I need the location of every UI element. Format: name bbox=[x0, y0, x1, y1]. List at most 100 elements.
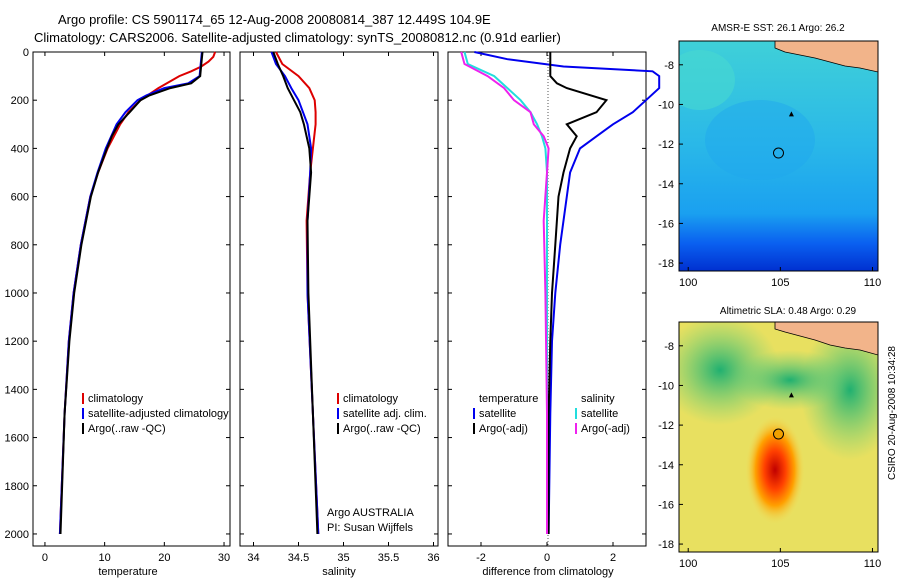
salinity-panel: 34 34.5 35 35.5 36 salinity climatology satel… bbox=[239, 51, 440, 578]
series-line bbox=[275, 51, 320, 535]
series-line bbox=[270, 51, 320, 535]
map-y-tick-label: -14 bbox=[658, 179, 674, 191]
sla-map-title: Altimetric SLA: 0.48 Argo: 0.29 bbox=[720, 306, 857, 317]
map-y-tick-label: -16 bbox=[658, 499, 674, 511]
legend-entry: Argo(..raw -QC) bbox=[343, 423, 421, 435]
x-tick-label: 35 bbox=[337, 552, 349, 564]
x-tick-label: 10 bbox=[99, 552, 111, 564]
sla-high-eddy bbox=[745, 415, 805, 525]
pi-label: PI: Susan Wijffels bbox=[327, 522, 413, 534]
y-tick-label: 800 bbox=[11, 240, 29, 252]
sst-cool-patch bbox=[705, 100, 815, 180]
sla-land-java bbox=[774, 322, 878, 356]
sst-map-title: AMSR-E SST: 26.1 Argo: 26.2 bbox=[711, 23, 845, 34]
legend-entry: satellite bbox=[581, 408, 618, 420]
legend-entry: temperature bbox=[479, 393, 538, 405]
temperature-plot-frame bbox=[32, 51, 231, 547]
y-tick-label: 600 bbox=[11, 192, 29, 204]
legend-entry: satellite-adjusted climatology bbox=[88, 408, 229, 420]
map-y-tick-label: -12 bbox=[658, 139, 674, 151]
legend-entry: satellite adj. clim. bbox=[343, 408, 427, 420]
series-line bbox=[58, 51, 203, 535]
y-tick-label: 1000 bbox=[5, 288, 29, 300]
map-y-tick-label: -18 bbox=[658, 258, 674, 270]
y-tick-label: 2000 bbox=[5, 529, 29, 541]
sla-map-panel: Altimetric SLA: 0.48 Argo: 0.29 100 105 11… bbox=[658, 306, 881, 570]
map-x-tick-label: 105 bbox=[771, 558, 789, 570]
temperature-lines bbox=[58, 51, 217, 535]
series-line bbox=[58, 51, 217, 535]
series-line bbox=[59, 51, 204, 535]
x-tick-label: 0 bbox=[544, 552, 550, 564]
x-tick-label: 30 bbox=[218, 552, 230, 564]
x-tick-label: 0 bbox=[42, 552, 48, 564]
map-y-tick-label: -14 bbox=[658, 460, 674, 472]
map-x-tick-label: 110 bbox=[864, 277, 882, 289]
sst-land-java bbox=[774, 41, 878, 73]
salinity-legend: climatology satellite adj. clim. Argo(..ra… bbox=[337, 393, 427, 435]
map-y-tick-label: -8 bbox=[664, 341, 674, 353]
map-x-tick-label: 100 bbox=[679, 558, 697, 570]
legend-entry: climatology bbox=[88, 393, 144, 405]
legend-entry: Argo(..raw -QC) bbox=[88, 423, 166, 435]
salinity-axes: 34 34.5 35 35.5 36 bbox=[240, 51, 440, 564]
figure-title-line2: Climatology: CARS2006. Satellite-adjuste… bbox=[34, 30, 561, 45]
y-tick-label: 1800 bbox=[5, 481, 29, 493]
map-y-tick-label: -18 bbox=[658, 539, 674, 551]
temperature-axis-label: temperature bbox=[98, 566, 157, 578]
x-tick-label: 34 bbox=[247, 552, 259, 564]
y-tick-label: 200 bbox=[11, 95, 29, 107]
map-x-tick-label: 105 bbox=[771, 277, 789, 289]
sst-argo-position-marker bbox=[773, 147, 784, 159]
salinity-axis-label: salinity bbox=[322, 566, 356, 578]
x-tick-label: 36 bbox=[427, 552, 439, 564]
sla-reference-marker bbox=[788, 392, 794, 398]
sla-low-patch-north bbox=[730, 350, 850, 410]
map-x-tick-label: 100 bbox=[679, 277, 697, 289]
argo-australia-label: Argo AUSTRALIA bbox=[327, 507, 414, 519]
sst-map-axes: 100 105 110 -8 -10 -12 -14 -16 -18 bbox=[658, 60, 881, 289]
sst-map-panel: AMSR-E SST: 26.1 Argo: 26.2 100 105 110 -8 -… bbox=[658, 23, 881, 289]
csiro-credit: CSIRO 20-Aug-2008 10:34:28 bbox=[887, 346, 898, 480]
x-tick-label: -2 bbox=[476, 552, 486, 564]
sla-map-frame bbox=[678, 321, 879, 553]
map-y-tick-label: -10 bbox=[658, 99, 674, 111]
difference-axis-label: difference from climatology bbox=[482, 566, 614, 578]
legend-entry: satellite bbox=[479, 408, 516, 420]
map-y-tick-label: -12 bbox=[658, 420, 674, 432]
series-line bbox=[474, 51, 661, 535]
temperature-axes: 0 10 20 30 0 200 400 600 800 1000 1200 1400 1600 1800… bbox=[5, 47, 231, 564]
legend-entry: salinity bbox=[581, 393, 615, 405]
series-line bbox=[547, 52, 609, 534]
y-tick-label: 1400 bbox=[5, 384, 29, 396]
series-line bbox=[460, 51, 550, 534]
x-tick-label: 2 bbox=[610, 552, 616, 564]
y-tick-label: 1600 bbox=[5, 433, 29, 445]
difference-legend: temperature satellite Argo(-adj) salinity sa… bbox=[473, 393, 630, 435]
map-y-tick-label: -16 bbox=[658, 218, 674, 230]
difference-lines bbox=[460, 51, 661, 535]
x-tick-label: 34.5 bbox=[288, 552, 309, 564]
y-tick-label: 0 bbox=[23, 47, 29, 59]
salinity-lines bbox=[270, 51, 320, 535]
temperature-panel: 0 10 20 30 0 200 400 600 800 1000 1200 1400 1600 1800… bbox=[5, 47, 231, 578]
x-tick-label: 35.5 bbox=[378, 552, 399, 564]
map-y-tick-label: -10 bbox=[658, 380, 674, 392]
salinity-plot-frame bbox=[239, 51, 439, 547]
sst-map-frame bbox=[678, 40, 879, 272]
legend-entry: climatology bbox=[343, 393, 399, 405]
figure-title-line1: Argo profile: CS 5901174_65 12-Aug-2008 … bbox=[58, 12, 491, 27]
legend-entry: Argo(-adj) bbox=[479, 423, 528, 435]
legend-entry: Argo(-adj) bbox=[581, 423, 630, 435]
x-tick-label: 20 bbox=[158, 552, 170, 564]
map-y-tick-label: -8 bbox=[664, 60, 674, 72]
series-line bbox=[272, 51, 319, 535]
map-x-tick-label: 110 bbox=[864, 558, 882, 570]
sst-reference-marker bbox=[788, 111, 794, 117]
sla-argo-position-marker bbox=[773, 428, 784, 440]
temperature-legend: climatology satellite-adjusted climatolog… bbox=[82, 393, 229, 435]
sst-warm-patch bbox=[679, 50, 735, 110]
y-tick-label: 400 bbox=[11, 143, 29, 155]
sla-map-axes: 100 105 110 -8 -10 -12 -14 -16 -18 bbox=[658, 341, 881, 570]
